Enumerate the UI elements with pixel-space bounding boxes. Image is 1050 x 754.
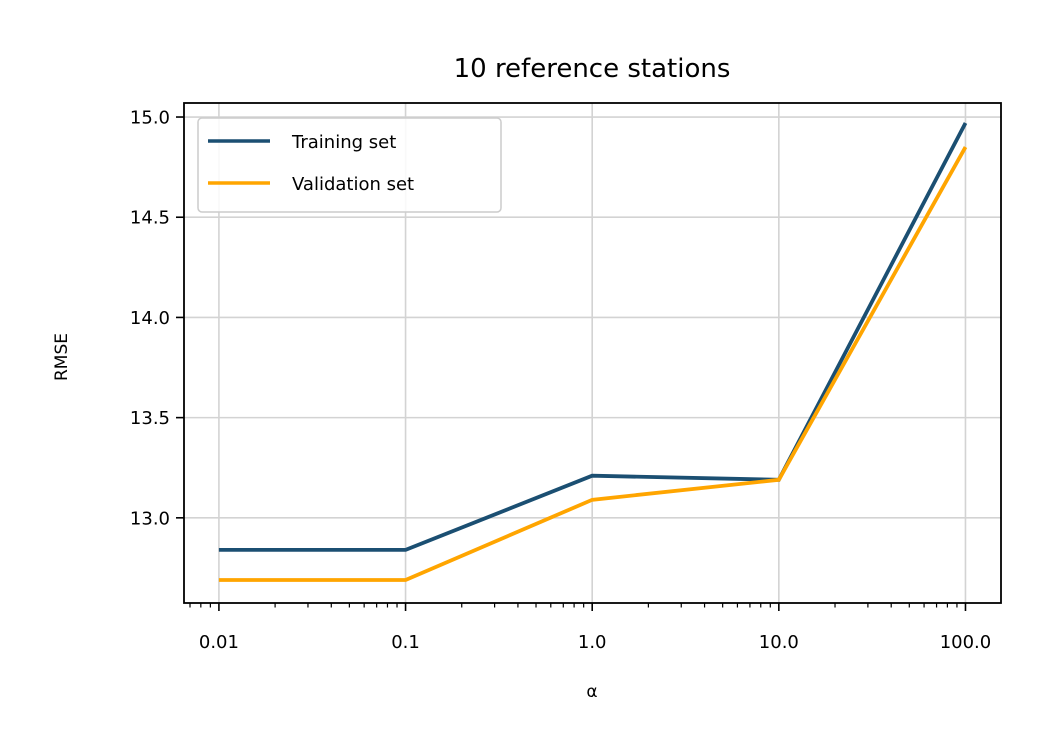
tick-labels: 0.01 0.1 1.0 10.0 100.0 13.0 13.5 14.0 14.5 15.0 xyxy=(130,108,991,653)
tick-marks xyxy=(176,116,967,611)
y-tick-label-4: 15.0 xyxy=(130,108,170,129)
series-line-validation xyxy=(218,146,968,582)
x-tick-label-1: 0.1 xyxy=(391,632,420,653)
x-tick-label-0: 0.01 xyxy=(199,632,239,653)
x-tick-label-3: 10.0 xyxy=(759,632,799,653)
y-axis-label: RMSE xyxy=(52,333,72,381)
y-tick-label-3: 14.5 xyxy=(130,208,170,229)
series-line-training xyxy=(218,122,968,552)
chart-title: 10 reference stations xyxy=(454,54,731,84)
legend: Training set Validation set xyxy=(197,117,502,213)
y-tick-label-1: 13.5 xyxy=(130,408,170,429)
x-tick-label-4: 100.0 xyxy=(940,632,992,653)
legend-box xyxy=(197,117,502,213)
x-tick-label-2: 1.0 xyxy=(578,632,607,653)
y-tick-label-2: 14.0 xyxy=(130,308,170,329)
legend-label-training: Training set xyxy=(291,132,396,153)
x-axis-label: α xyxy=(586,682,597,702)
legend-label-validation: Validation set xyxy=(292,174,414,195)
series-lines xyxy=(218,122,968,582)
y-tick-label-0: 13.0 xyxy=(130,508,170,529)
